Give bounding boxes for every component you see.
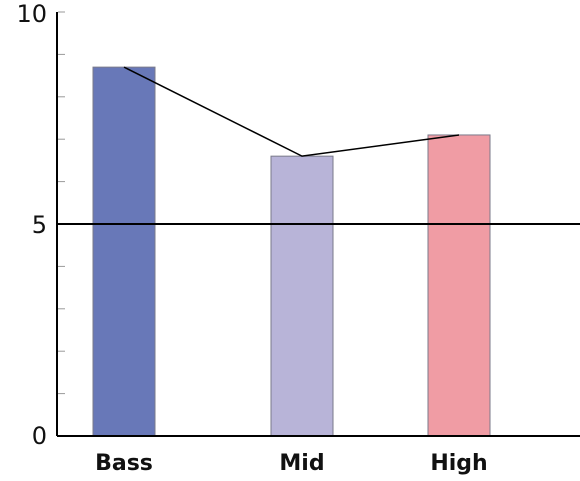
y-tick-label: 5 [32, 211, 47, 239]
bar-bass [92, 66, 156, 437]
category-label-bass: Bass [95, 451, 153, 476]
connector-line [123, 66, 460, 157]
category-label-high: High [430, 451, 487, 476]
bar-high [427, 134, 491, 437]
bar-mid [270, 155, 334, 437]
category-labels: Bass Mid High [95, 451, 488, 476]
y-tick-label: 0 [32, 422, 47, 450]
y-tick-labels: 0 5 10 [16, 0, 47, 450]
bars [92, 66, 491, 437]
y-tick-label: 10 [16, 0, 47, 28]
category-label-mid: Mid [279, 451, 324, 476]
